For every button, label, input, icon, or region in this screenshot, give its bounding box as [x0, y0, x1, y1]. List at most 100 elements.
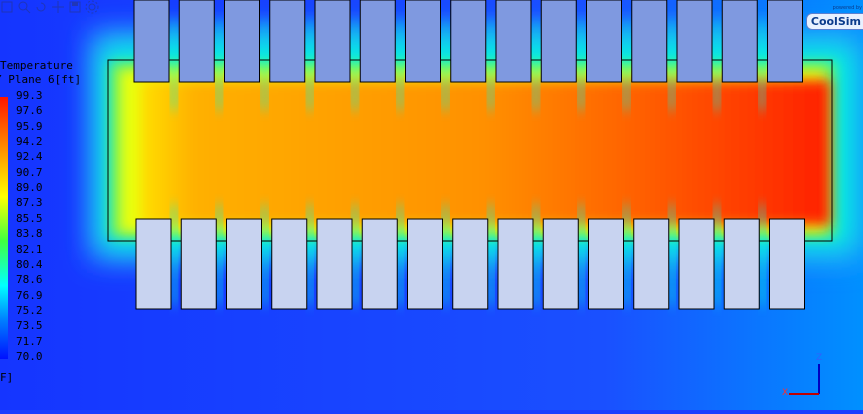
rack-bottom[interactable]: [588, 218, 624, 310]
legend-tick-label: 70.0: [16, 349, 43, 363]
brand-name: CoolSim: [805, 13, 863, 30]
cool-streak: [578, 205, 585, 305]
rack-row-bottom: [135, 218, 805, 310]
axis-triad-icon: [789, 364, 820, 395]
cool-streak: [578, 20, 585, 110]
save-icon[interactable]: [68, 0, 82, 14]
cool-streak: [623, 205, 630, 305]
legend-tick-label: 78.6: [16, 273, 43, 287]
rack-bottom[interactable]: [135, 218, 172, 310]
legend-tick-label: 97.6: [16, 104, 43, 118]
rack-top[interactable]: [178, 0, 215, 83]
legend-tick-label: 99.3: [16, 89, 43, 102]
cool-streak: [397, 20, 404, 110]
axis-triad: Z X: [775, 350, 825, 400]
cool-streak: [171, 20, 177, 110]
cool-streak: [352, 20, 358, 110]
rack-top[interactable]: [133, 0, 170, 83]
rack-bottom[interactable]: [316, 218, 353, 310]
legend-tick-label: 89.0: [16, 181, 43, 195]
cool-streak: [171, 205, 177, 305]
legend-tick-label: 85.5: [16, 211, 43, 225]
settings-icon[interactable]: [85, 0, 99, 14]
rack-top[interactable]: [631, 0, 668, 83]
rack-bottom[interactable]: [180, 218, 217, 310]
rack-top[interactable]: [359, 0, 396, 83]
legend-tick-label: 82.1: [16, 242, 43, 256]
legend-title: Temperature: [0, 59, 73, 72]
zoom-icon[interactable]: [17, 0, 31, 14]
cool-streak: [261, 205, 268, 305]
rack-top[interactable]: [721, 0, 758, 83]
legend-tick-label: 83.8: [16, 227, 43, 241]
rack-top[interactable]: [224, 0, 260, 83]
cool-streak: [759, 20, 766, 110]
rack-bottom[interactable]: [361, 218, 398, 310]
rack-top[interactable]: [540, 0, 577, 83]
cool-streak: [216, 205, 223, 305]
cool-streak: [714, 20, 720, 110]
legend-tick-label: 80.4: [16, 257, 43, 271]
rack-bottom[interactable]: [769, 218, 805, 310]
cool-streak: [261, 20, 268, 110]
cool-streak: [306, 20, 313, 110]
cool-streak: [714, 205, 720, 305]
rack-bottom[interactable]: [723, 218, 760, 310]
cool-streak: [487, 205, 494, 305]
cool-streak: [623, 20, 630, 110]
rack-row-top: [133, 0, 803, 83]
legend-tick-label: 71.7: [16, 334, 43, 348]
legend-tick-label: 95.9: [16, 119, 43, 133]
rack-bottom[interactable]: [452, 218, 489, 310]
axis-label-x: X: [782, 388, 789, 398]
hot-aisle-core: [140, 80, 830, 225]
rack-top[interactable]: [450, 0, 487, 83]
legend-tick-label: 92.4: [16, 150, 43, 164]
legend-tick-label: 87.3: [16, 196, 43, 210]
cool-streak: [759, 205, 766, 305]
cool-streak: [442, 205, 449, 305]
legend-plane: Y Plane 6[ft]: [0, 73, 82, 86]
rack-top[interactable]: [676, 0, 713, 83]
rack-bottom[interactable]: [407, 218, 443, 310]
legend-tick-label: 94.2: [16, 135, 43, 149]
cool-streak: [442, 20, 449, 110]
rack-top[interactable]: [586, 0, 622, 83]
rack-bottom[interactable]: [542, 218, 579, 310]
cool-streak: [306, 205, 313, 305]
coolsim-logo: powered by CoolSim: [805, 5, 863, 31]
legend-tick-label: 90.7: [16, 165, 43, 179]
pan-icon[interactable]: [51, 0, 65, 14]
brand-tagline: powered by: [832, 5, 862, 11]
fit-view-icon[interactable]: [0, 0, 14, 14]
legend-tick-label: 73.5: [16, 319, 43, 333]
cool-streak: [668, 205, 675, 305]
legend-tick-label: 76.9: [16, 288, 43, 302]
cool-streak: [397, 205, 404, 305]
legend-colorbar: [0, 97, 8, 359]
rack-bottom[interactable]: [678, 218, 715, 310]
rack-bottom[interactable]: [226, 218, 262, 310]
rack-bottom[interactable]: [271, 218, 308, 310]
rack-top[interactable]: [767, 0, 803, 83]
cool-streaks: [171, 20, 766, 305]
view-toolbar: [0, 0, 99, 14]
rack-top[interactable]: [314, 0, 351, 83]
cool-streak: [533, 205, 539, 305]
rack-top[interactable]: [405, 0, 441, 83]
cool-streak: [668, 20, 675, 110]
rack-bottom[interactable]: [633, 218, 670, 310]
rack-top[interactable]: [269, 0, 306, 83]
cool-streak: [487, 20, 494, 110]
cool-streak: [533, 20, 539, 110]
legend-tick-label: 75.2: [16, 303, 43, 317]
cool-streak: [216, 20, 223, 110]
axis-label-z: Z: [816, 353, 823, 363]
rack-top[interactable]: [495, 0, 532, 83]
rotate-icon[interactable]: [34, 0, 48, 14]
legend-units: F]: [0, 371, 14, 384]
cool-streak: [352, 205, 358, 305]
rack-bottom[interactable]: [497, 218, 534, 310]
